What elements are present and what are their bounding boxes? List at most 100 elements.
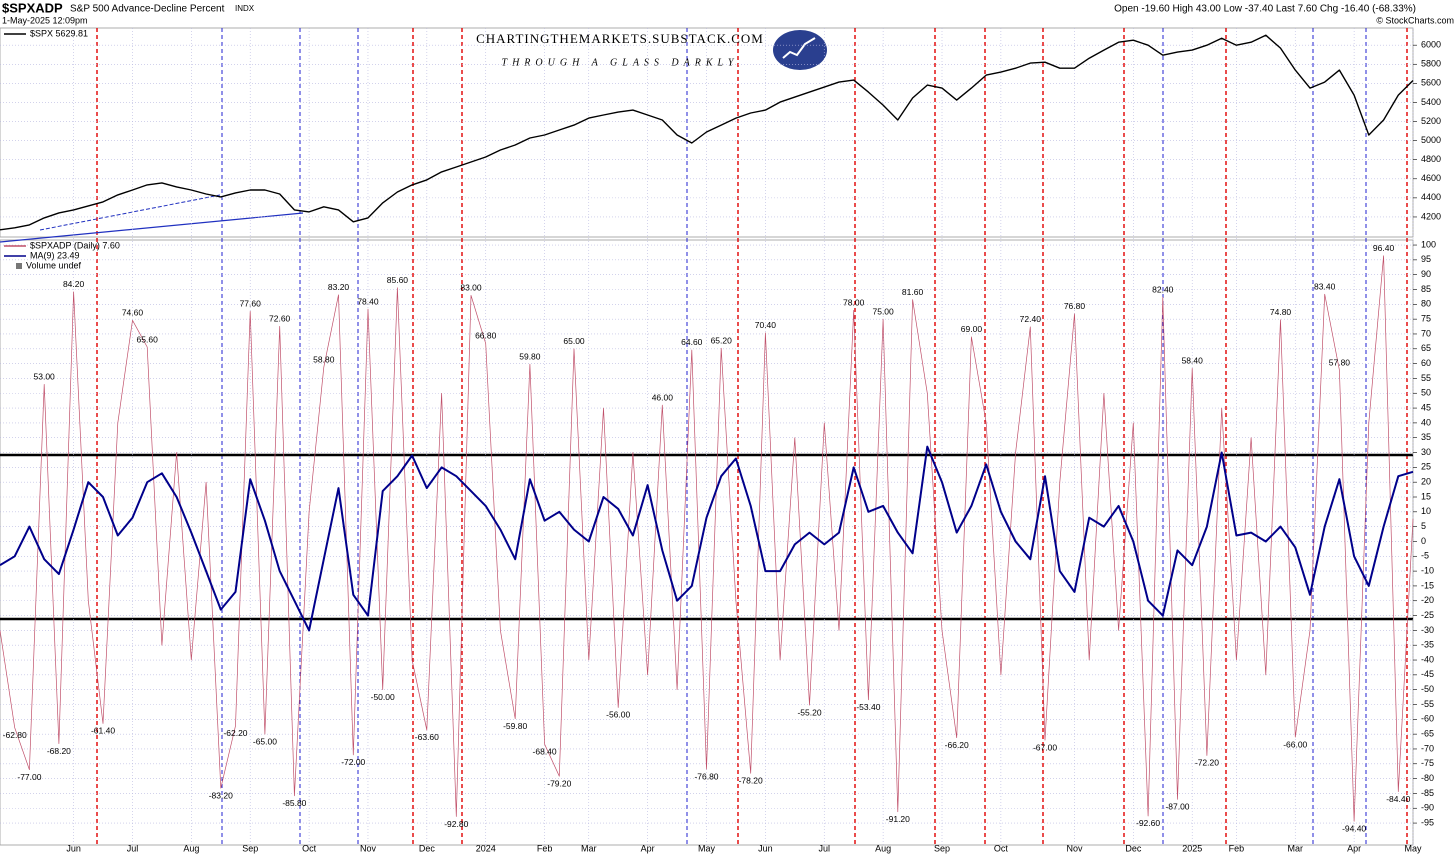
y-tick-label: -45: [1421, 669, 1434, 679]
x-tick-label: Dec: [419, 843, 436, 853]
x-tick-label: Jun: [66, 843, 81, 853]
y-tick-label: 30: [1421, 447, 1431, 457]
data-label: -50.00: [371, 692, 395, 702]
data-label: -68.20: [47, 746, 71, 756]
y-tick-label: 5800: [1421, 59, 1441, 69]
symbol: $SPXADP: [2, 0, 63, 15]
y-tick-label: 5400: [1421, 97, 1441, 107]
x-tick-label: Oct: [994, 843, 1009, 853]
y-tick-label: -85: [1421, 788, 1434, 798]
data-label: 58.40: [1182, 356, 1204, 366]
trend-line: [0, 212, 304, 243]
data-label: -84.40: [1386, 794, 1410, 804]
y-tick-label: 5000: [1421, 135, 1441, 145]
y-tick-label: -35: [1421, 640, 1434, 650]
data-label: 64.60: [681, 337, 703, 347]
data-label: 78.00: [843, 298, 865, 308]
y-tick-label: -20: [1421, 595, 1434, 605]
y-tick-label: -95: [1421, 817, 1434, 827]
data-label: 65.60: [137, 334, 159, 344]
data-label: 65.20: [711, 335, 733, 345]
y-tick-label: 80: [1421, 299, 1431, 309]
x-tick-label: Mar: [581, 843, 597, 853]
y-tick-label: -40: [1421, 654, 1434, 664]
x-tick-label: May: [698, 843, 716, 853]
y-tick-label: 10: [1421, 506, 1431, 516]
data-label: 96.40: [1373, 243, 1395, 253]
data-label: -72.00: [341, 757, 365, 767]
y-tick-label: 5600: [1421, 78, 1441, 88]
x-tick-label: 2024: [476, 843, 496, 853]
data-label: -55.20: [797, 707, 821, 717]
x-tick-label: Sep: [242, 843, 258, 853]
y-tick-label: 6000: [1421, 40, 1441, 50]
data-label: 57.80: [1329, 357, 1351, 367]
x-tick-label: Nov: [1066, 843, 1083, 853]
y-tick-label: -75: [1421, 758, 1434, 768]
x-tick-label: Aug: [183, 843, 199, 853]
data-label: -66.20: [945, 740, 969, 750]
data-label: -62.80: [3, 730, 27, 740]
y-tick-label: 65: [1421, 343, 1431, 353]
legend-label: $SPXADP (Daily) 7.60: [30, 240, 120, 250]
cycle-markers: [96, 28, 1408, 845]
y-tick-label: -15: [1421, 580, 1434, 590]
data-label: -83.20: [209, 790, 233, 800]
x-tick-label: Mar: [1288, 843, 1304, 853]
y-tick-label: 15: [1421, 491, 1431, 501]
y-tick-label: -25: [1421, 610, 1434, 620]
y-tick-label: 4800: [1421, 154, 1441, 164]
y-tick-label: -70: [1421, 743, 1434, 753]
data-label: -65.00: [253, 736, 277, 746]
y-tick-label: 5200: [1421, 116, 1441, 126]
data-label: -91.20: [886, 814, 910, 824]
y-tick-label: -30: [1421, 625, 1434, 635]
y-tick-label: 90: [1421, 269, 1431, 279]
y-tick-label: 70: [1421, 328, 1431, 338]
data-label: -72.20: [1195, 758, 1219, 768]
legend-label: $SPX 5629.81: [30, 28, 88, 38]
series-line: [0, 445, 1414, 632]
data-label: -67.00: [1033, 742, 1057, 752]
x-tick-label: Jul: [127, 843, 139, 853]
series-line: [0, 34, 1414, 231]
y-tick-label: -5: [1421, 551, 1429, 561]
data-label: -79.20: [547, 778, 571, 788]
data-label: -53.40: [856, 702, 880, 712]
data-label: -61.40: [91, 726, 115, 736]
data-label: 75.00: [872, 306, 894, 316]
data-label: -66.00: [1283, 739, 1307, 749]
data-label: -68.40: [533, 746, 557, 756]
x-tick-label: Aug: [875, 843, 891, 853]
data-label: 83.00: [460, 283, 482, 293]
data-label: -76.80: [694, 771, 718, 781]
y-tick-label: 60: [1421, 358, 1431, 368]
x-tick-label: Feb: [537, 843, 553, 853]
legend-label: MA(9) 23.49: [30, 250, 80, 260]
x-tick-label: Sep: [934, 843, 950, 853]
data-label: 78.40: [357, 296, 379, 306]
data-label: -92.60: [1136, 818, 1160, 828]
y-tick-label: -65: [1421, 729, 1434, 739]
data-label: 83.20: [328, 282, 350, 292]
data-label: -87.00: [1165, 802, 1189, 812]
data-label: 84.20: [63, 279, 85, 289]
x-tick-label: Nov: [360, 843, 377, 853]
legend-swatch: [16, 263, 22, 269]
y-tick-label: -10: [1421, 565, 1434, 575]
watermark: CHARTINGTHEMARKETS.SUBSTACK.COM THROUGH …: [476, 30, 827, 70]
legend-label: Volume undef: [26, 260, 82, 270]
data-label: 70.40: [755, 320, 777, 330]
data-label: -92.80: [444, 819, 468, 829]
data-label: 74.60: [122, 308, 144, 318]
exchange: INDX: [235, 4, 255, 13]
x-tick-label: Jul: [818, 843, 830, 853]
data-label: 46.00: [652, 392, 674, 402]
credit: © StockCharts.com: [1376, 15, 1454, 25]
data-label: 72.40: [1020, 314, 1042, 324]
data-label: -77.00: [17, 772, 41, 782]
data-label: -63.60: [415, 732, 439, 742]
logo-arrow: [782, 37, 816, 59]
watermark-tagline: THROUGH A GLASS DARKLY: [502, 57, 739, 68]
